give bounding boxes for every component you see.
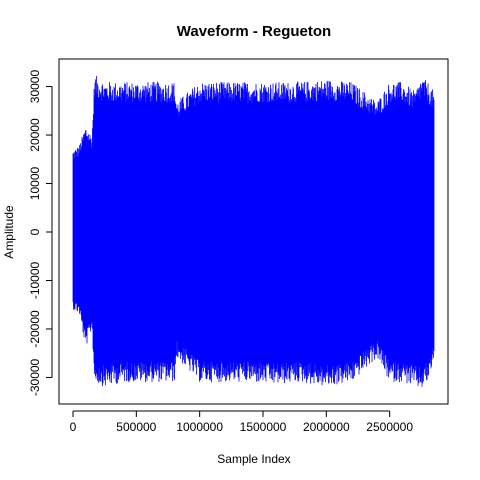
- x-axis-label: Sample Index: [217, 452, 290, 466]
- y-tick-label: -10000: [28, 261, 42, 299]
- x-axis: 0 500000 1000000 1500000 2000000 2500000: [70, 410, 413, 434]
- x-tick-label: 0: [70, 420, 77, 434]
- waveform-series: [72, 75, 435, 387]
- y-tick-label: 20000: [28, 118, 42, 152]
- x-tick-label: 1500000: [240, 420, 287, 434]
- plot-area: [72, 75, 435, 387]
- chart-title: Waveform - Regueton: [177, 23, 331, 40]
- y-tick-label: -20000: [28, 310, 42, 348]
- y-axis-label: Amplitude: [2, 205, 16, 259]
- y-tick-label: 10000: [28, 167, 42, 201]
- plot-frame: [58, 58, 449, 405]
- y-axis: -30000 -20000 -10000 0 10000 20000 30000: [28, 70, 53, 396]
- y-tick-label: 30000: [28, 70, 42, 104]
- x-tick-label: 500000: [116, 420, 156, 434]
- x-tick-label: 1000000: [176, 420, 223, 434]
- y-tick-label: 0: [28, 228, 42, 235]
- y-tick-label: -30000: [28, 358, 42, 396]
- x-tick-label: 2500000: [366, 420, 413, 434]
- x-tick-label: 2000000: [303, 420, 350, 434]
